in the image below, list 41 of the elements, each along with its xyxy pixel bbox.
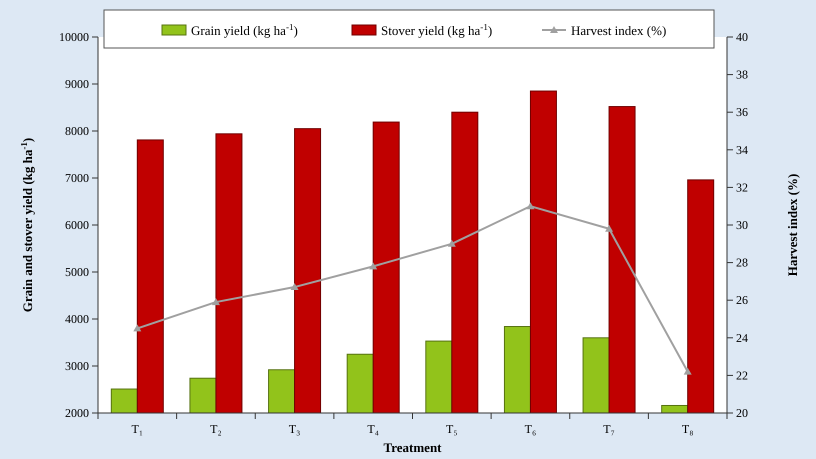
legend-label: Grain yield (kg ha$^{-1}$)	[191, 22, 298, 38]
y-tick-label: 5000	[65, 265, 89, 279]
point	[133, 324, 142, 332]
y2-tick-label: 24	[736, 330, 748, 345]
x-axis-title: Treatment	[384, 440, 442, 455]
y2-tick-label: 34	[736, 142, 748, 157]
y2-tick-label: 32	[736, 180, 748, 194]
x-tick-label: T₁	[132, 422, 144, 436]
legend-label: Harvest index (%)	[571, 23, 666, 38]
y2-tick-label: 22	[736, 368, 748, 382]
y-tick-label: 10000	[59, 30, 89, 44]
y2-tick-label: 28	[736, 256, 748, 270]
x-tick-label: T₄	[367, 422, 379, 436]
x-tick-label: T₆	[524, 422, 536, 436]
y-tick-label: 8000	[65, 124, 89, 138]
y-tick-label: 7000	[65, 171, 89, 185]
x-tick-label: T₈	[682, 422, 694, 436]
point	[212, 298, 220, 306]
point	[526, 202, 534, 210]
y2-tick-label: 30	[736, 218, 748, 232]
x-tick-label: T₂	[210, 422, 222, 436]
point	[369, 262, 378, 270]
point	[684, 368, 692, 375]
y2-tick-label: 20	[736, 406, 748, 420]
point	[290, 283, 299, 290]
point	[448, 240, 456, 247]
y2-tick-label: 26	[736, 293, 748, 308]
y2-tick-label: 36	[736, 105, 748, 120]
y-tick-label: 9000	[65, 77, 89, 91]
x-tick-label: T₅	[446, 422, 458, 436]
x-tick-label: T₇	[603, 422, 615, 436]
y2-tick-label: 40	[736, 30, 748, 44]
legend-label: Stover yield (kg ha$^{-1}$)	[381, 22, 492, 38]
x-tick-label: T₃	[288, 422, 300, 436]
y2-tick-label: 38	[736, 68, 748, 82]
y2-axis-title: Harvest index (%)	[785, 174, 800, 276]
point	[605, 224, 614, 232]
y-tick-label: 3000	[65, 359, 89, 373]
y-tick-label: 2000	[65, 406, 89, 420]
y-tick-label: 6000	[65, 218, 89, 232]
y-tick-label: 4000	[65, 312, 89, 326]
